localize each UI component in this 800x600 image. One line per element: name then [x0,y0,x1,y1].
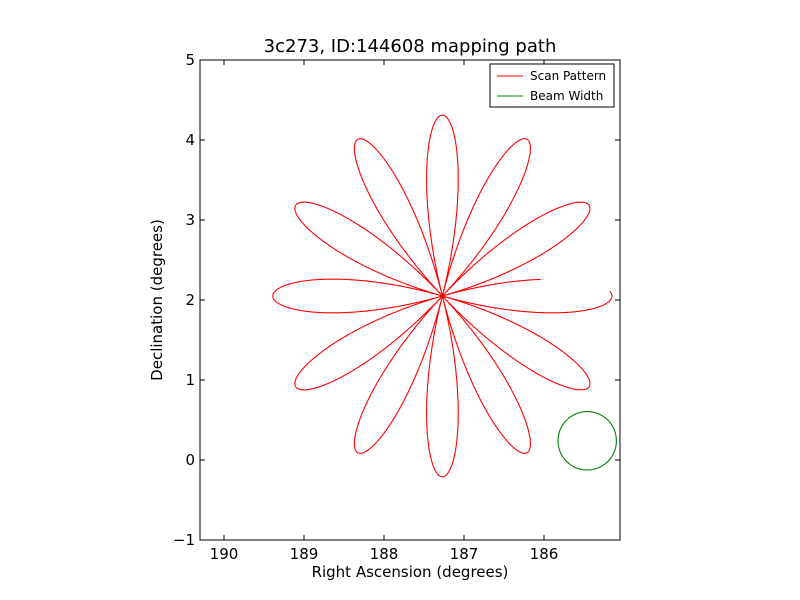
x-tick-label: 189 [290,545,319,563]
y-tick-label: 0 [185,451,195,469]
legend-label-scan-pattern: Scan Pattern [530,69,606,83]
x-tick-label: 188 [370,545,399,563]
legend: Scan Pattern Beam Width [489,63,615,108]
x-tick-label: 186 [530,545,559,563]
x-tick-label: 190 [210,545,239,563]
y-tick-label: 4 [185,131,195,149]
ticks-layer: 190 189 188 187 186 −1 0 1 2 3 4 5 [173,51,620,563]
y-tick-label: 5 [185,51,195,69]
y-axis-title: Declination (degrees) [148,219,166,381]
y-tick-label: 3 [185,211,195,229]
series-beam-width [557,411,617,471]
x-tick-label: 187 [450,545,479,563]
x-axis-title: Right Ascension (degrees) [312,563,509,581]
series-layer [272,114,617,478]
y-tick-label: 2 [185,291,195,309]
chart-title: 3c273, ID:144608 mapping path [264,36,557,57]
series-scan-pattern [272,114,613,478]
legend-box [489,63,615,108]
y-tick-label: −1 [173,531,195,549]
y-tick-label: 1 [185,371,195,389]
legend-label-beam-width: Beam Width [530,89,603,103]
plot-area [200,60,620,540]
